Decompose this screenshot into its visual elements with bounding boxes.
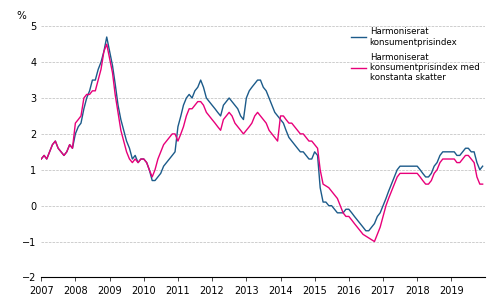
Legend: Harmoniserat
konsumentprisindex, Harmoniserat
konsumentprisindex med
konstanta s: Harmoniserat konsumentprisindex, Harmoni… <box>349 26 481 84</box>
Line: Harmoniserat
konsumentprisindex: Harmoniserat konsumentprisindex <box>41 37 483 231</box>
Line: Harmoniserat
konsumentprisindex med
konstanta skatter: Harmoniserat konsumentprisindex med kons… <box>41 44 483 242</box>
Text: %: % <box>17 11 27 21</box>
